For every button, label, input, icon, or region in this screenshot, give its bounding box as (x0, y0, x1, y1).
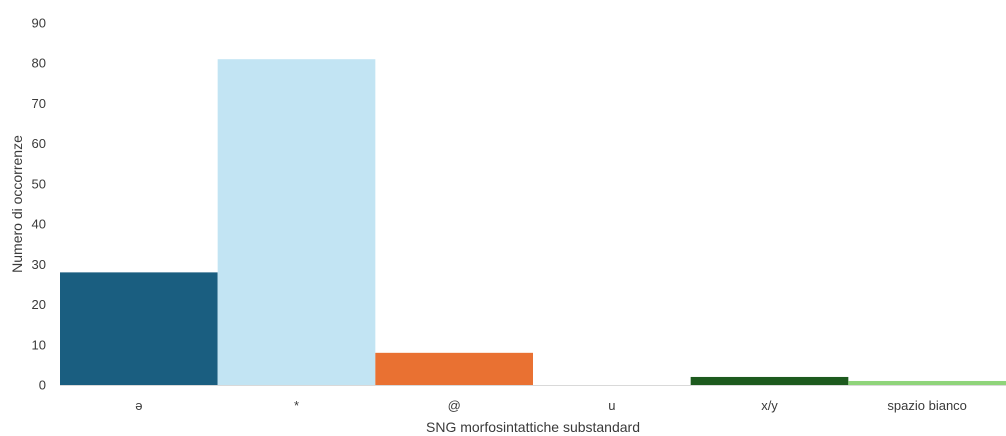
x-tick-label: x/y (761, 398, 778, 413)
bar-2 (375, 352, 533, 385)
x-tick-label: u (608, 398, 615, 413)
y-tick-label: 10 (32, 337, 46, 352)
y-tick-label: 20 (32, 297, 46, 312)
y-axis-ticks: 0 10 20 30 40 50 60 70 80 90 (32, 16, 46, 393)
x-axis-ticks: ə * @ u x/y spazio bianco (135, 398, 967, 413)
bar-1 (217, 59, 376, 385)
x-tick-label: spazio bianco (887, 398, 967, 413)
bar-0 (60, 272, 218, 385)
bars (60, 59, 1006, 385)
bar-5 (848, 380, 1006, 385)
x-tick-label: @ (448, 398, 461, 413)
y-tick-label: 0 (39, 378, 46, 393)
x-tick-label: ə (135, 398, 142, 413)
y-tick-label: 40 (32, 217, 46, 232)
y-tick-label: 60 (32, 136, 46, 151)
y-tick-label: 90 (32, 16, 46, 31)
y-axis-title: Numero di occorrenze (9, 135, 25, 273)
x-axis-title: SNG morfosintattiche substandard (426, 419, 640, 435)
y-tick-label: 50 (32, 176, 46, 191)
y-tick-label: 70 (32, 96, 46, 111)
x-tick-label: * (294, 398, 299, 413)
y-tick-label: 30 (32, 257, 46, 272)
y-tick-label: 80 (32, 56, 46, 71)
bar-4 (690, 376, 849, 385)
